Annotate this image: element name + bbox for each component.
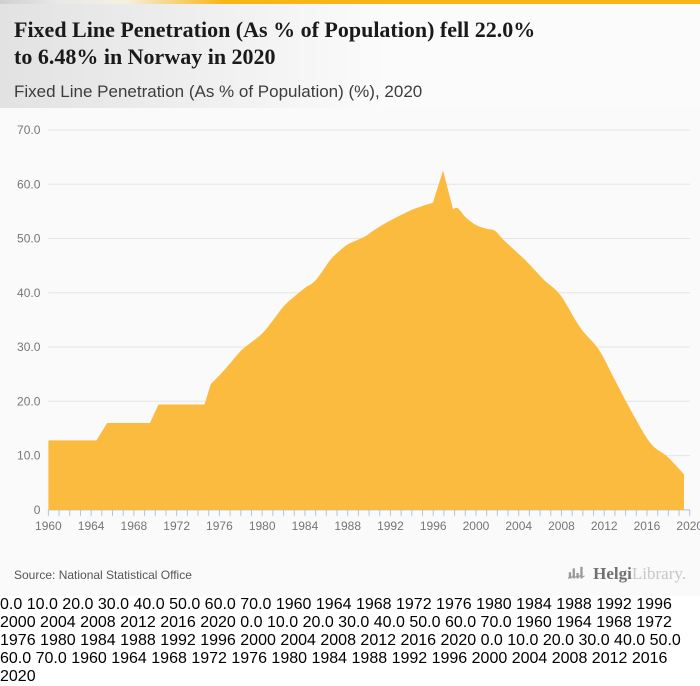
svg-text:2000: 2000 bbox=[463, 519, 490, 533]
svg-text:1996: 1996 bbox=[420, 519, 447, 533]
svg-text:2020: 2020 bbox=[676, 519, 700, 533]
svg-text:1980: 1980 bbox=[249, 519, 276, 533]
svg-text:60.0: 60.0 bbox=[17, 177, 41, 191]
svg-text:1964: 1964 bbox=[78, 519, 105, 533]
svg-text:0: 0 bbox=[34, 503, 41, 517]
svg-text:20.0: 20.0 bbox=[17, 394, 41, 408]
svg-text:1984: 1984 bbox=[292, 519, 319, 533]
svg-text:10.0: 10.0 bbox=[17, 449, 41, 463]
svg-text:50.0: 50.0 bbox=[17, 232, 41, 246]
svg-text:2008: 2008 bbox=[548, 519, 575, 533]
svg-text:1992: 1992 bbox=[377, 519, 404, 533]
svg-text:40.0: 40.0 bbox=[17, 286, 41, 300]
svg-text:1976: 1976 bbox=[206, 519, 233, 533]
svg-text:1960: 1960 bbox=[35, 519, 62, 533]
svg-text:1968: 1968 bbox=[121, 519, 148, 533]
svg-text:1988: 1988 bbox=[334, 519, 361, 533]
svg-text:2012: 2012 bbox=[591, 519, 618, 533]
svg-text:2004: 2004 bbox=[505, 519, 532, 533]
svg-text:30.0: 30.0 bbox=[17, 340, 41, 354]
svg-text:1972: 1972 bbox=[163, 519, 190, 533]
svg-text:70.0: 70.0 bbox=[17, 123, 41, 137]
svg-text:2016: 2016 bbox=[634, 519, 661, 533]
